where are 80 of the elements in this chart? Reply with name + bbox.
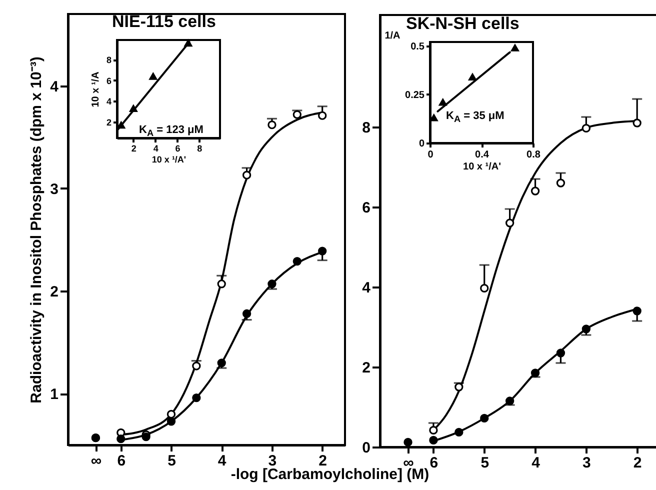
y-tick-label: 8: [106, 55, 112, 66]
point: [582, 124, 591, 133]
x-tick-label: 0.8: [526, 150, 541, 160]
chart-title: SK-N-SH cells: [406, 14, 520, 34]
x-tick-label: 5: [168, 452, 176, 470]
annotation: K$_{A}$ = 35 μM: [446, 110, 504, 124]
x-tick-label: 5: [480, 454, 490, 472]
point: [242, 170, 252, 180]
y-tick-label: 4: [50, 78, 60, 96]
point: [166, 410, 176, 419]
point: [116, 434, 126, 444]
x-tick-label: 4: [153, 144, 158, 154]
point: [217, 358, 226, 368]
y-axis-title: Radioactivity in Inositol Phosphates (dpm x 10⁻³): [28, 56, 46, 404]
y-tick-label: 2: [106, 117, 112, 128]
point: [530, 186, 540, 196]
point: [404, 438, 412, 447]
x-axis-title: 10 x ¹/A': [152, 154, 186, 164]
point: [318, 111, 327, 120]
point: [129, 104, 138, 112]
point: [582, 324, 591, 334]
point: [184, 40, 192, 47]
y-tick-label: 1: [50, 386, 58, 404]
point: [429, 426, 438, 435]
point: [505, 396, 514, 406]
point: [505, 218, 514, 228]
point: [632, 306, 642, 316]
y-tick-label: 4: [362, 280, 372, 296]
point: [454, 428, 464, 437]
point: [166, 417, 176, 426]
x-tick-label: 6: [175, 144, 180, 154]
x-axis-title: 10 x ¹/A': [463, 162, 501, 172]
point: [438, 98, 447, 106]
point: [468, 73, 476, 80]
point: [318, 246, 327, 256]
point: [192, 393, 201, 402]
point: [530, 368, 540, 378]
chart-title: NIE-115 cells: [112, 12, 216, 32]
point: [556, 178, 566, 188]
point: [632, 118, 642, 128]
y-tick-label: 4: [106, 96, 112, 107]
point: [454, 382, 464, 392]
x-tick-label: 3: [268, 452, 277, 470]
point: [242, 309, 252, 318]
y-tick-label: 0: [362, 440, 370, 456]
point: [292, 256, 302, 266]
point: [480, 414, 489, 423]
point: [217, 280, 226, 288]
x-tick-label: 2: [633, 454, 642, 472]
y-tick-label: 0.5: [410, 41, 425, 52]
x-tick-label: 3: [582, 454, 591, 472]
x-tick-label: 6: [117, 452, 126, 470]
point: [149, 72, 158, 80]
point: [292, 110, 302, 119]
y-tick-label: 8: [362, 120, 370, 136]
y-axis-title: 1/A: [384, 30, 400, 42]
x-tick-label: 8: [197, 144, 202, 154]
y-tick-label: 3: [50, 180, 58, 198]
x-tick-label: 4: [532, 454, 541, 472]
y-axis-title: 10 x ¹/A: [90, 72, 102, 108]
x-tick-label: 2: [131, 144, 136, 154]
y-tick-label: 6: [362, 200, 370, 216]
y-tick-label: 0.25: [405, 90, 425, 101]
point: [480, 284, 489, 293]
point: [192, 362, 201, 370]
x-tick-label: 6: [430, 454, 438, 472]
point: [268, 120, 276, 130]
y-tick-label: 6: [106, 76, 112, 86]
y-tick-label: 2: [362, 360, 370, 376]
x-tick-label: 2: [318, 452, 328, 470]
x-tick-label: 4: [218, 452, 227, 470]
x-tick-label: 0.4: [475, 150, 490, 160]
annotation: K$_{A}$ = 123 μM: [139, 124, 204, 138]
point: [429, 436, 438, 445]
x-tick-label: 0: [428, 150, 434, 160]
point: [511, 44, 519, 52]
x-tick-label: ∞: [90, 452, 102, 470]
point: [268, 280, 276, 288]
y-tick-label: 2: [50, 284, 58, 301]
point: [556, 348, 566, 358]
